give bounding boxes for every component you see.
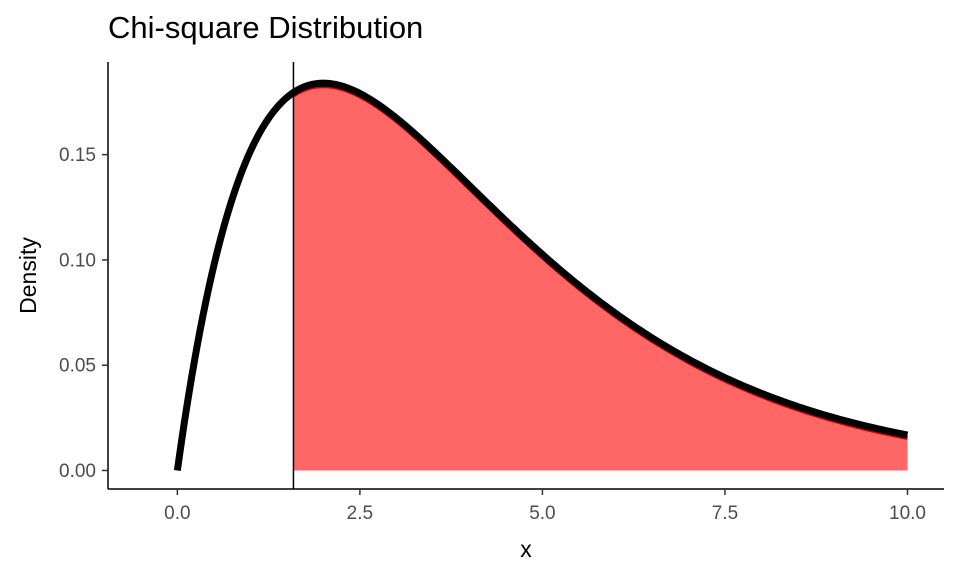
y-tick-label: 0.15 xyxy=(59,145,96,166)
x-tick-label: 0.0 xyxy=(164,503,190,524)
x-tick-label: 7.5 xyxy=(712,503,738,524)
y-tick-label: 0.10 xyxy=(59,250,96,271)
y-axis-title: Density xyxy=(15,237,41,314)
x-axis-title: x xyxy=(520,536,532,562)
x-tick-label: 10.0 xyxy=(889,503,926,524)
x-tick-label: 2.5 xyxy=(347,503,373,524)
density-curve xyxy=(173,79,909,471)
x-tick-label: 5.0 xyxy=(529,503,555,524)
y-tick-label: 0.05 xyxy=(59,356,96,377)
shaded-area xyxy=(293,83,908,471)
chart-title: Chi-square Distribution xyxy=(108,10,424,45)
y-tick-label: 0.00 xyxy=(59,461,96,482)
